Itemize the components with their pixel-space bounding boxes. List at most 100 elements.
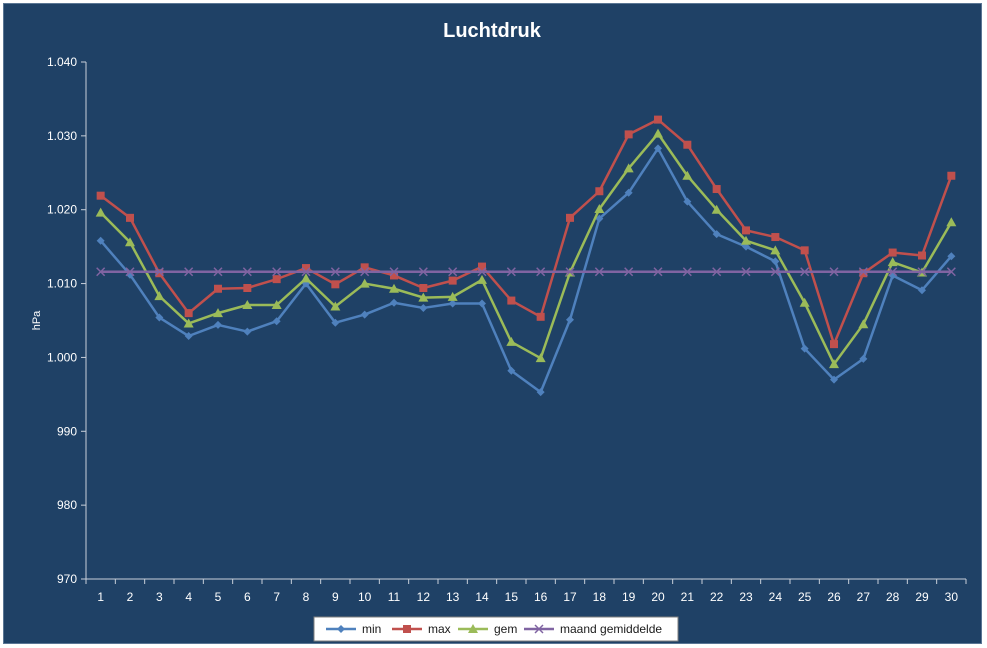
data-point [155, 269, 164, 278]
x-tick-label: 14 [475, 590, 489, 604]
data-point [888, 248, 897, 257]
y-tick-label: 1.040 [47, 55, 77, 69]
data-point [214, 320, 222, 329]
series-line [99, 147, 953, 394]
legend-label: gem [494, 622, 517, 636]
data-point [624, 267, 634, 277]
data-point [946, 267, 956, 277]
x-tick-label: 19 [622, 590, 636, 604]
data-point [125, 237, 135, 247]
marker-stroke [96, 267, 106, 277]
data-point [214, 284, 222, 293]
data-point [830, 375, 838, 384]
legend-box [313, 616, 679, 642]
data-point [331, 280, 340, 289]
x-tick-label: 11 [388, 590, 401, 604]
data-point [213, 308, 223, 318]
data-point [418, 267, 428, 277]
marker-stroke [213, 267, 223, 277]
data-point [712, 230, 721, 239]
marker-stroke [653, 267, 663, 277]
legend-marker [337, 625, 345, 633]
data-point [566, 315, 574, 324]
data-point [360, 267, 370, 277]
x-tick-label: 2 [127, 590, 134, 604]
data-point [536, 388, 545, 397]
y-tick-label: 980 [57, 498, 77, 512]
data-point [242, 267, 252, 277]
data-point [272, 267, 282, 277]
x-tick-label: 21 [681, 590, 695, 604]
data-point [770, 267, 780, 277]
data-point [477, 274, 487, 284]
x-tick-label: 24 [769, 590, 783, 604]
data-point [858, 319, 869, 329]
x-tick-label: 26 [827, 590, 841, 604]
data-point [712, 267, 722, 277]
data-point [154, 291, 165, 301]
legend-marker [403, 625, 411, 633]
data-point [126, 213, 134, 222]
y-axis-ticks: 970 980 990 1.000 1.010 1.020 1.030 1.040 [47, 55, 86, 586]
legend-marker [534, 624, 544, 634]
data-point [771, 257, 780, 266]
data-point [506, 267, 516, 277]
data-point [243, 327, 252, 336]
data-point [360, 263, 369, 272]
x-tick-label: 12 [417, 590, 431, 604]
data-point [302, 264, 310, 273]
marker-stroke [448, 267, 458, 277]
data-point [830, 340, 838, 349]
data-point [360, 310, 369, 319]
marker-stroke [770, 267, 780, 277]
data-point [565, 267, 575, 277]
marker-stroke [534, 624, 544, 634]
marker-stroke [741, 267, 751, 277]
data-point [243, 284, 252, 293]
data-point [859, 269, 868, 278]
series-gem [95, 128, 957, 369]
data-point [799, 297, 810, 307]
data-point [448, 276, 457, 285]
data-point [448, 267, 458, 277]
marker-stroke [624, 267, 634, 277]
legend-label: maand gemiddelde [560, 622, 662, 636]
x-tick-label: 4 [185, 590, 192, 604]
data-point [96, 236, 105, 245]
series-lines [95, 115, 957, 397]
data-point [566, 213, 574, 222]
marker-stroke [125, 267, 135, 277]
data-point [829, 359, 839, 369]
series-max [96, 115, 956, 349]
data-point [918, 286, 926, 295]
data-point [654, 115, 662, 124]
chart-container: Luchtdruk hPa 970 980 990 1.000 1.010 1.020 1.… [3, 3, 982, 644]
data-point [858, 267, 868, 277]
data-point [653, 267, 663, 277]
marker-stroke [330, 267, 340, 277]
data-point [125, 267, 135, 277]
legend-marker [468, 624, 478, 633]
data-point [653, 128, 663, 138]
data-point [918, 251, 926, 260]
data-point [595, 214, 604, 223]
data-point [418, 292, 429, 302]
marker-stroke [946, 267, 956, 277]
x-tick-label: 3 [156, 590, 163, 604]
data-point [419, 303, 428, 312]
data-point [184, 332, 193, 341]
data-point [859, 354, 868, 363]
data-point [477, 267, 487, 277]
data-point [390, 271, 398, 280]
data-point [947, 171, 956, 180]
axes [85, 62, 966, 580]
marker-stroke [712, 267, 722, 277]
data-point [594, 203, 605, 213]
data-point [682, 267, 692, 277]
data-point [447, 291, 458, 301]
data-point [947, 252, 956, 261]
legend: min max gem maand gemiddelde [313, 616, 679, 642]
data-point [478, 299, 486, 308]
marker-stroke [184, 267, 194, 277]
marker-stroke [829, 267, 839, 277]
